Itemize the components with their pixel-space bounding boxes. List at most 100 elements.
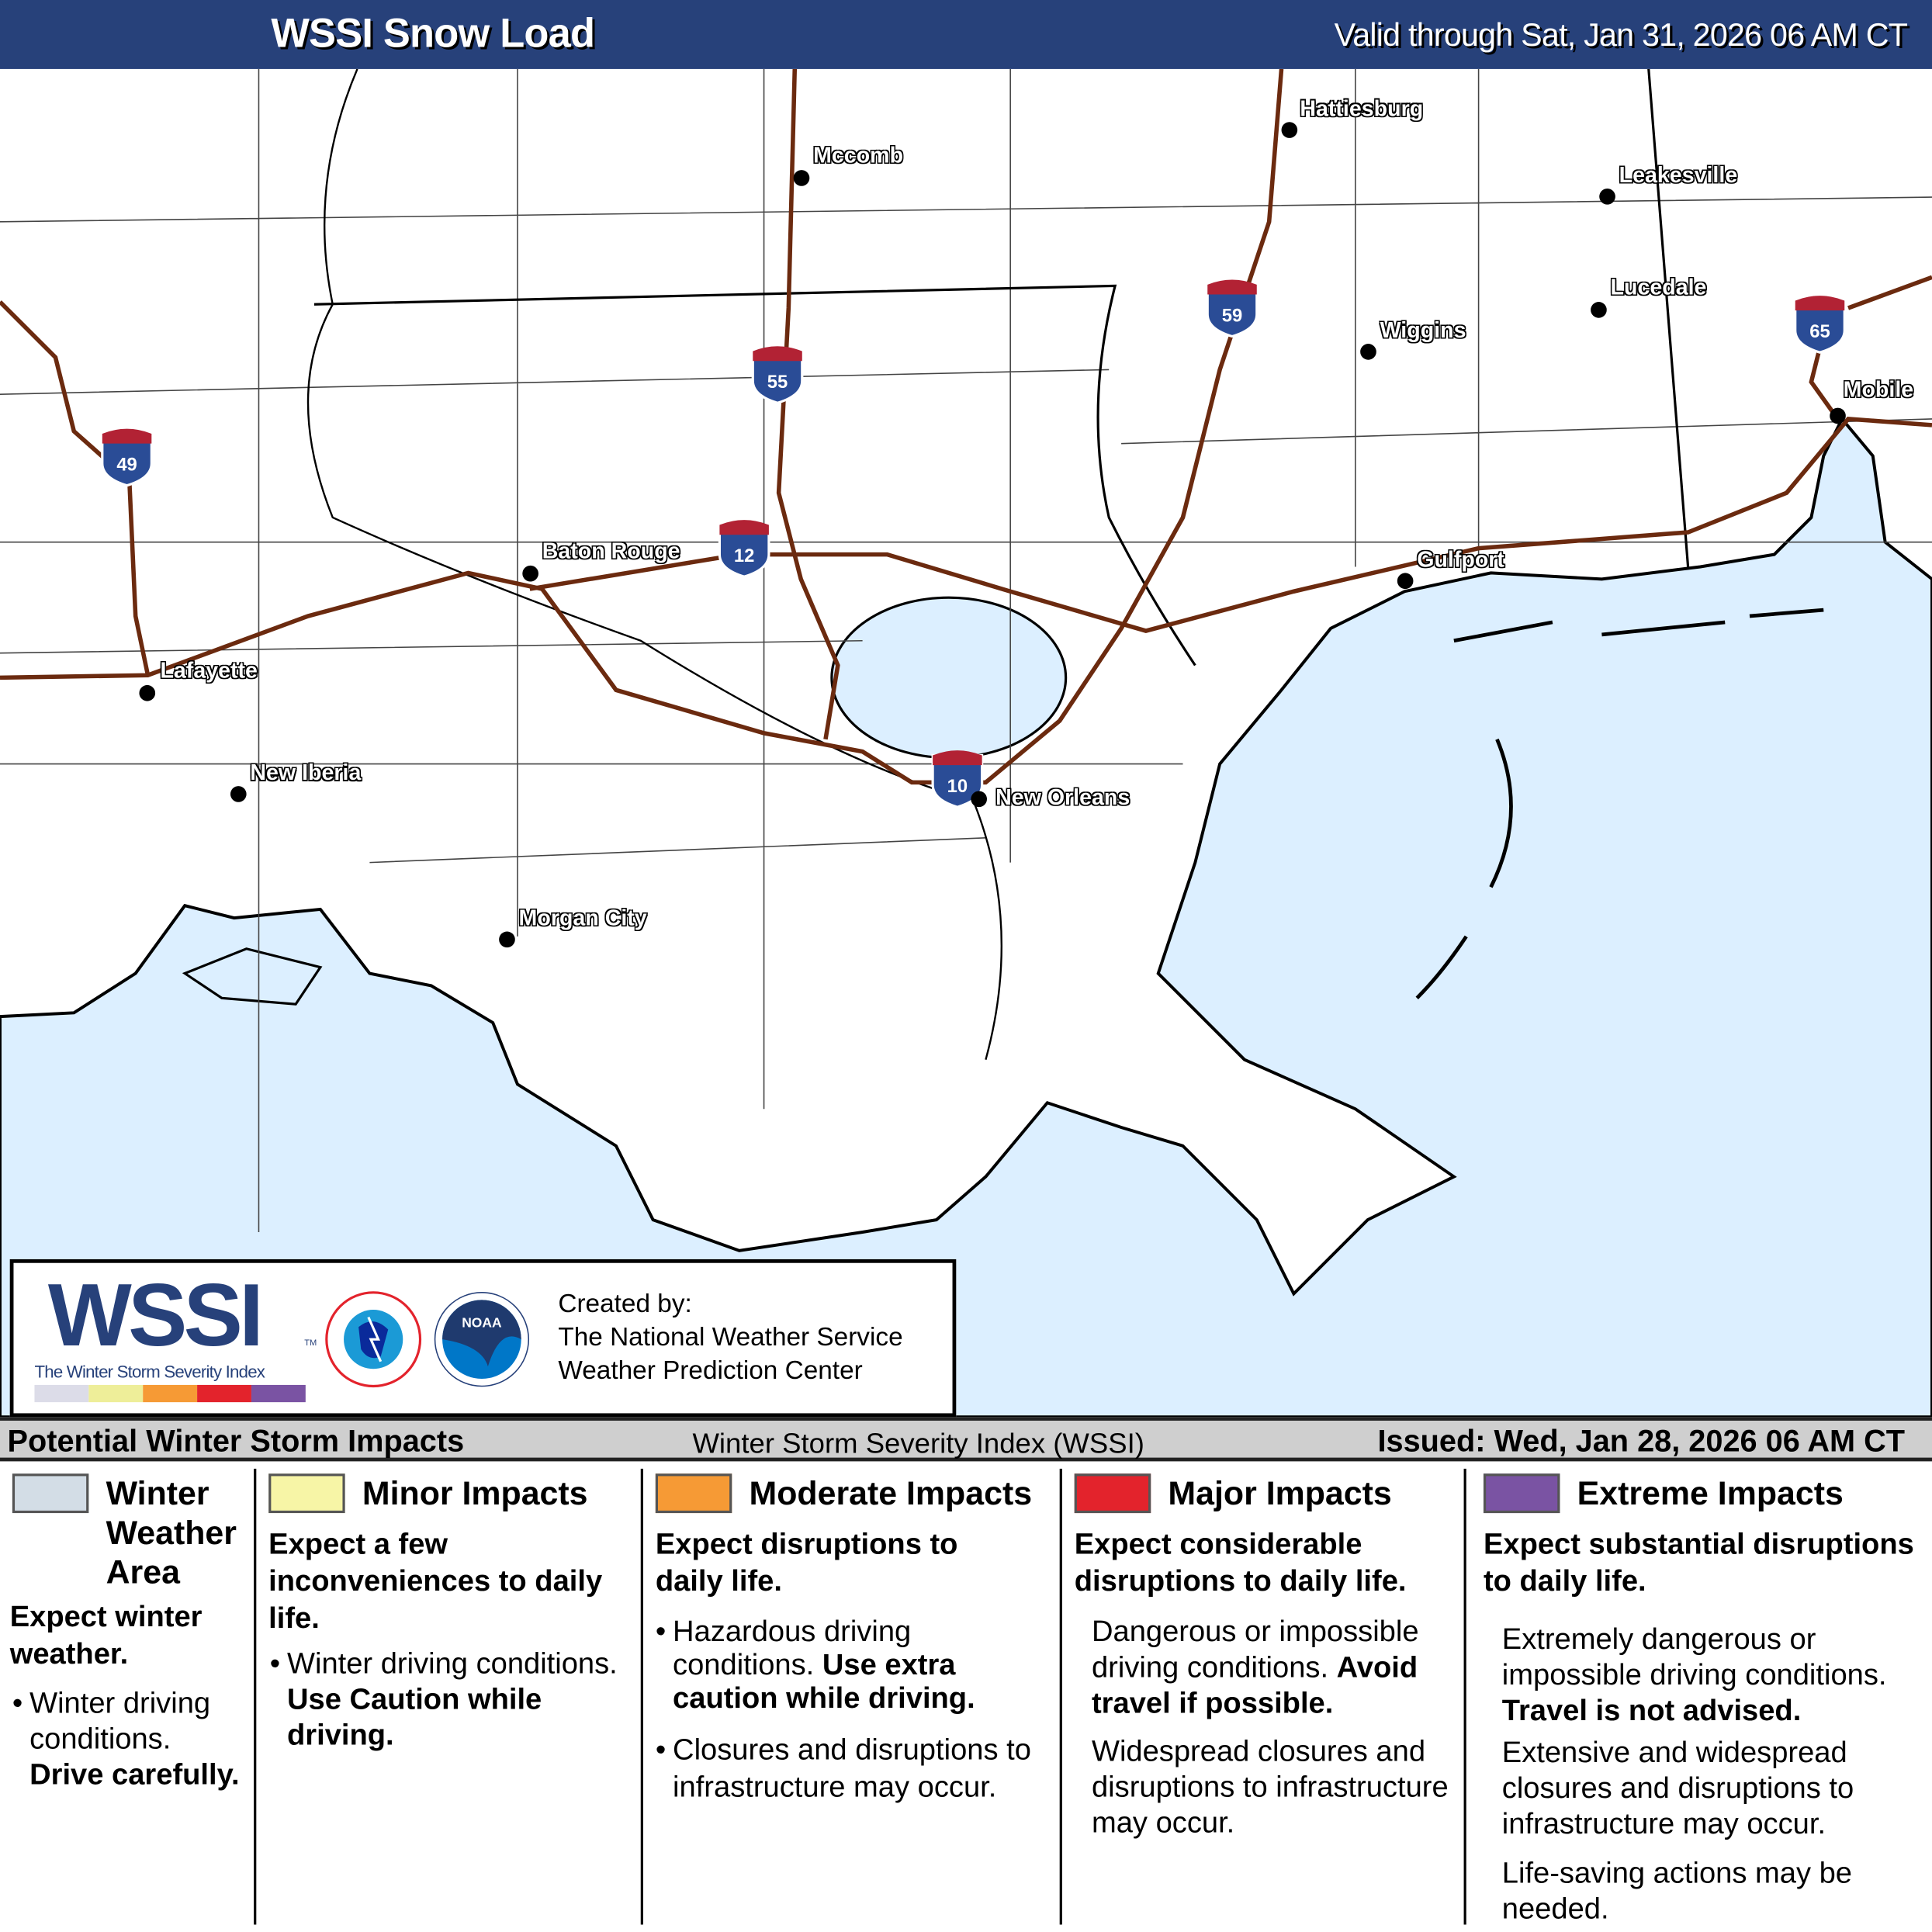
wssi-subtitle: The Winter Storm Severity Index [34,1361,265,1382]
city-label: Wiggins [1380,317,1466,343]
shield-label: 10 [947,776,968,797]
created-by: Created by: [558,1290,692,1319]
swatch-moderate [655,1473,732,1514]
legend-title-bar: Potential Winter Storm Impacts Winter St… [0,1417,1932,1462]
lake-pontchartrain [830,596,1068,760]
paragraph-text: Extremely dangerous or impossible drivin… [1501,1622,1887,1692]
interstate-59-shield: 59 [1206,279,1259,338]
shield-label: 59 [1222,305,1242,326]
bullet-bold: Use Caution while driving. [287,1683,542,1753]
interstate-55-shield: 55 [751,346,804,404]
city-dot [1397,573,1414,590]
legend-major: Major Impacts Expect considerable disrup… [1074,1461,1461,1923]
city-dot [1591,302,1607,318]
interstate-49-shield: 49 [101,428,153,487]
city-label: Morgan City [518,905,647,930]
swatch-extreme [1483,1473,1560,1514]
bullet-marker: • [12,1686,23,1720]
credit-org-2: Weather Prediction Center [558,1356,863,1385]
bullet-marker: • [655,1733,667,1768]
mississippi-river [306,68,1003,1061]
divider [254,1468,257,1925]
bullet: • Winter driving conditions. Use Caution … [270,1646,639,1754]
bullet: • Hazardous driving conditions. Use extra… [656,1615,1030,1716]
vermilion-bay [182,947,323,1006]
category-headline: Expect winter weather. [9,1600,203,1671]
category-title: Extreme Impacts [1577,1474,1844,1512]
divider [1059,1468,1062,1925]
header-bar: WSSI Snow Load Valid through Sat, Jan 31… [0,0,1932,69]
city-dot [1599,188,1615,205]
paragraph-1: Dangerous or impossible driving conditio… [1092,1614,1461,1721]
bullet-bold: Use extra caution while driving. [673,1648,975,1716]
issued-time: Issued: Wed, Jan 28, 2026 06 AM CT [1377,1424,1906,1459]
severity-color-bar [34,1384,306,1403]
bullet-marker: • [269,1647,281,1681]
swatch-major [197,1384,251,1403]
wssi-logo: WSSI [47,1266,264,1366]
city-dot [1830,407,1846,424]
valid-time: Valid through Sat, Jan 31, 2026 06 AM CT [1334,16,1908,54]
trademark: TM [304,1339,317,1349]
bullet-text: Hazardous driving conditions. [673,1615,912,1682]
city-label: Gulfport [1417,547,1504,572]
city-dot [499,931,515,948]
divider [640,1468,643,1925]
city-label: Lucedale [1610,275,1707,299]
city-dot [793,170,810,186]
city-label: New Orleans [995,784,1130,810]
legend-title: Potential Winter Storm Impacts [7,1424,465,1459]
city-dot [971,791,987,808]
city-dot [230,786,247,802]
bullet-text: Winter driving conditions. [287,1647,618,1681]
category-headline: Expect a few inconveniences to daily lif… [268,1528,603,1636]
gulf-water [0,416,1932,1418]
swatch-moderate [143,1384,198,1403]
category-headline: Expect disruptions to daily life. [655,1528,958,1598]
paragraph-1: Extremely dangerous or impossible drivin… [1502,1622,1927,1729]
noaa-text: NOAA [462,1314,502,1330]
paragraph-bold: Travel is not advised. [1501,1694,1802,1728]
bullet-text: Winter driving conditions. [29,1686,211,1756]
swatch-minor [268,1473,345,1514]
bullet: • Winter driving conditions. Drive careful… [12,1685,254,1792]
city-dot [522,565,538,582]
noaa-logo: NOAA [434,1292,530,1387]
map: 49 55 12 59 65 10 [0,68,1932,1418]
credits: Created by: The National Weather Service… [558,1287,902,1387]
city-dot [1281,122,1298,138]
state-border [313,68,1690,667]
map-title: WSSI Snow Load [271,9,595,56]
category-title: Moderate Impacts [749,1474,1033,1512]
swatch-minor [88,1384,144,1403]
shield-label: 65 [1809,321,1830,342]
paragraph-text: Dangerous or impossible driving conditio… [1091,1615,1419,1684]
city-label: Lafayette [160,657,258,683]
shield-label: 55 [767,372,788,393]
city-dot [139,684,156,701]
city-label: New Iberia [250,760,362,785]
category-title: Winter Weather Area [106,1474,237,1591]
swatch-winter [34,1384,89,1403]
paragraph-2: Widespread closures and disruptions to i… [1091,1734,1449,1840]
paragraph-2: Extensive and widespread closures and di… [1501,1736,1854,1841]
county-lines [0,68,1932,1233]
category-title: Major Impacts [1168,1474,1392,1512]
interstate-shields: 49 55 12 59 65 10 [101,279,1846,808]
legend-winter: Winter Weather Area Expect winter weathe… [10,1461,254,1923]
category-title: Minor Impacts [362,1474,588,1512]
legend-moderate: Moderate Impacts Expect disruptions to d… [655,1461,1056,1923]
swatch-major [1074,1473,1151,1514]
paragraph-3: Life-saving actions may be needed. [1501,1857,1853,1927]
category-headline: Expect substantial disruptions to daily … [1483,1528,1914,1598]
category-headline: Expect considerable disruptions to daily… [1074,1528,1407,1598]
city-label: Mobile [1843,376,1914,402]
interstate-10-shield: 10 [931,750,984,808]
swatch-extreme [251,1384,306,1403]
shield-label: 12 [734,545,754,566]
legend-extreme: Extreme Impacts Expect substantial disru… [1483,1461,1927,1926]
legend-subtitle: Winter Storm Severity Index (WSSI) [692,1426,1144,1459]
city-label: Leakesville [1619,162,1738,188]
shield-label: 49 [116,455,137,476]
